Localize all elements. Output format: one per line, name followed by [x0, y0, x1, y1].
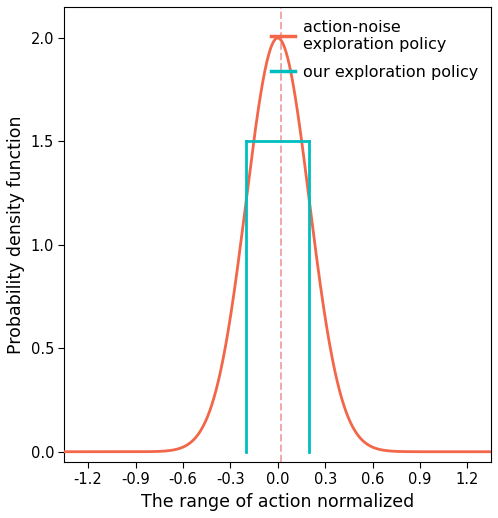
Legend: action-noise
exploration policy, our exploration policy: action-noise exploration policy, our exp… [266, 15, 483, 84]
X-axis label: The range of action normalized: The range of action normalized [141, 493, 414, 511]
Y-axis label: Probability density function: Probability density function [7, 116, 25, 354]
